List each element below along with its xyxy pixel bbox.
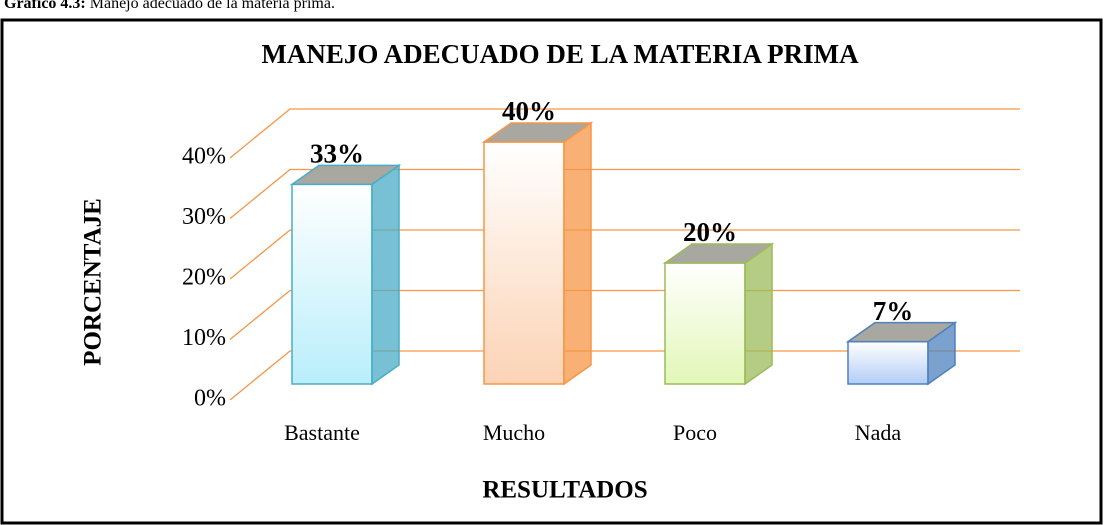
chart-title: MANEJO ADECUADO DE LA MATERIA PRIMA bbox=[261, 39, 859, 69]
frame bbox=[0, 18, 1103, 525]
bar-side bbox=[744, 242, 773, 386]
y-tick-label: 40% bbox=[182, 144, 226, 170]
caption-label: Gráfico 4.3: bbox=[4, 0, 86, 12]
bar-top bbox=[289, 164, 402, 186]
caption: Gráfico 4.3: Manejo adecuado de la mater… bbox=[4, 0, 335, 12]
x-tick-label: Poco bbox=[673, 420, 717, 445]
grid-line bbox=[229, 289, 1020, 341]
x-tick-label: Nada bbox=[855, 420, 902, 445]
x-tick-label: Mucho bbox=[483, 420, 545, 445]
y-tick-label: 10% bbox=[182, 325, 226, 351]
y-tick-label: 20% bbox=[182, 265, 226, 291]
value-label: 33% bbox=[310, 139, 364, 169]
bar-side bbox=[563, 121, 592, 386]
bar-top bbox=[662, 243, 775, 264]
bar-front bbox=[664, 262, 746, 385]
y-tick-label: 0% bbox=[194, 386, 226, 412]
bar-front bbox=[847, 340, 929, 385]
grid-line bbox=[229, 108, 1020, 159]
bar-front bbox=[291, 183, 373, 385]
x-tick-label: Bastante bbox=[284, 420, 360, 445]
value-label: 40% bbox=[502, 96, 556, 126]
x-axis-label: RESULTADOS bbox=[482, 477, 647, 504]
caption-text: Manejo adecuado de la materia prima. bbox=[90, 0, 335, 12]
bar-side bbox=[371, 163, 400, 386]
value-label: 7% bbox=[873, 296, 914, 326]
value-label: 20% bbox=[683, 217, 737, 247]
bar-top bbox=[481, 122, 594, 143]
grid-line bbox=[229, 350, 1020, 401]
bar-front bbox=[483, 141, 565, 385]
y-tick-label: 30% bbox=[182, 204, 226, 230]
grid-line bbox=[229, 168, 1020, 220]
y-axis-label: PORCENTAJE bbox=[80, 198, 107, 366]
grid-line bbox=[229, 229, 1020, 280]
bar-top bbox=[845, 321, 958, 343]
